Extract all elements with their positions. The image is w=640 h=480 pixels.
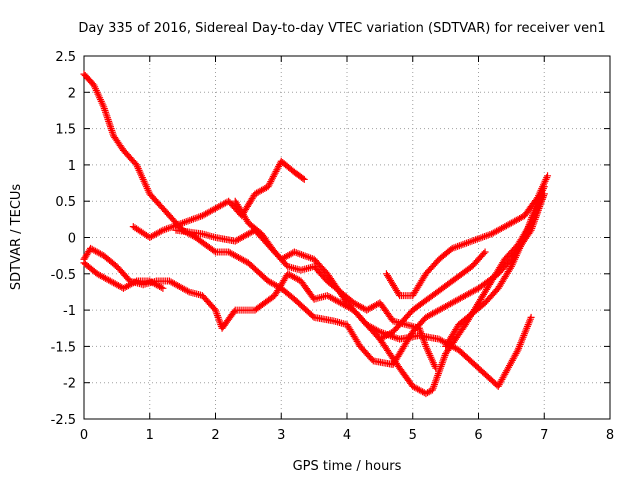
data-point: [104, 116, 112, 124]
data-point: [107, 125, 115, 133]
data-point: [157, 283, 165, 291]
x-tick-label: 1: [146, 428, 154, 443]
data-point: [108, 126, 116, 134]
data-point: [159, 284, 167, 292]
x-tick-label: 3: [277, 428, 285, 443]
x-tick-label: 0: [80, 428, 88, 443]
y-tick-label: -1.5: [51, 340, 76, 355]
data-point: [105, 117, 113, 125]
series-track-1: [80, 70, 548, 369]
y-tick-label: 2: [68, 86, 76, 101]
y-tick-label: -2: [63, 377, 76, 392]
data-point: [102, 108, 110, 116]
data-point: [527, 313, 535, 321]
data-point: [103, 112, 111, 120]
data-point: [513, 348, 521, 356]
series-track-9: [442, 183, 548, 350]
data-point: [157, 227, 165, 235]
data-point: [210, 247, 218, 255]
chart-title: Day 335 of 2016, Sidereal Day-to-day VTE…: [78, 21, 605, 36]
data-point: [105, 119, 113, 127]
data-point: [374, 327, 382, 335]
x-tick-label: 8: [606, 428, 614, 443]
y-tick-label: 1.5: [55, 123, 76, 138]
data-point: [480, 249, 488, 257]
x-tick-label: 6: [474, 428, 482, 443]
data-point: [103, 114, 111, 122]
series-track-6: [231, 197, 440, 372]
grid-lines: [84, 56, 610, 419]
data-point: [131, 278, 139, 286]
axis-ticks: 0 1 2 3 4 5 6 7 8 -2.5 -2 -1.5 -1 -0.5 0 0.5 1 1.5 2 2.5: [51, 50, 615, 443]
data-point: [184, 287, 192, 295]
x-tick-label: 5: [409, 428, 417, 443]
y-tick-label: 2.5: [55, 50, 76, 65]
y-tick-label: 1: [68, 159, 76, 174]
y-tick-label: -0.5: [51, 268, 76, 283]
data-point: [230, 308, 238, 316]
y-tick-label: -2.5: [51, 413, 76, 428]
data-point: [540, 183, 548, 191]
data-point: [309, 312, 317, 320]
x-tick-label: 2: [211, 428, 219, 443]
data-point: [425, 388, 433, 396]
data-point: [102, 110, 110, 118]
data-point: [300, 175, 308, 183]
data-point: [107, 123, 115, 131]
y-tick-label: 0.5: [55, 195, 76, 210]
x-tick-label: 7: [540, 428, 548, 443]
data-point: [481, 248, 489, 256]
x-tick-label: 4: [343, 428, 351, 443]
y-tick-label: -1: [63, 304, 76, 319]
data-point: [299, 174, 307, 182]
data-marks: [80, 70, 552, 398]
data-point: [544, 172, 552, 180]
series-track-3: [80, 259, 167, 292]
data-point: [106, 121, 114, 129]
y-tick-label: 0: [68, 232, 76, 247]
y-axis-label: SDTVAR / TECUs: [9, 184, 24, 291]
x-axis-label: GPS time / hours: [293, 459, 402, 474]
